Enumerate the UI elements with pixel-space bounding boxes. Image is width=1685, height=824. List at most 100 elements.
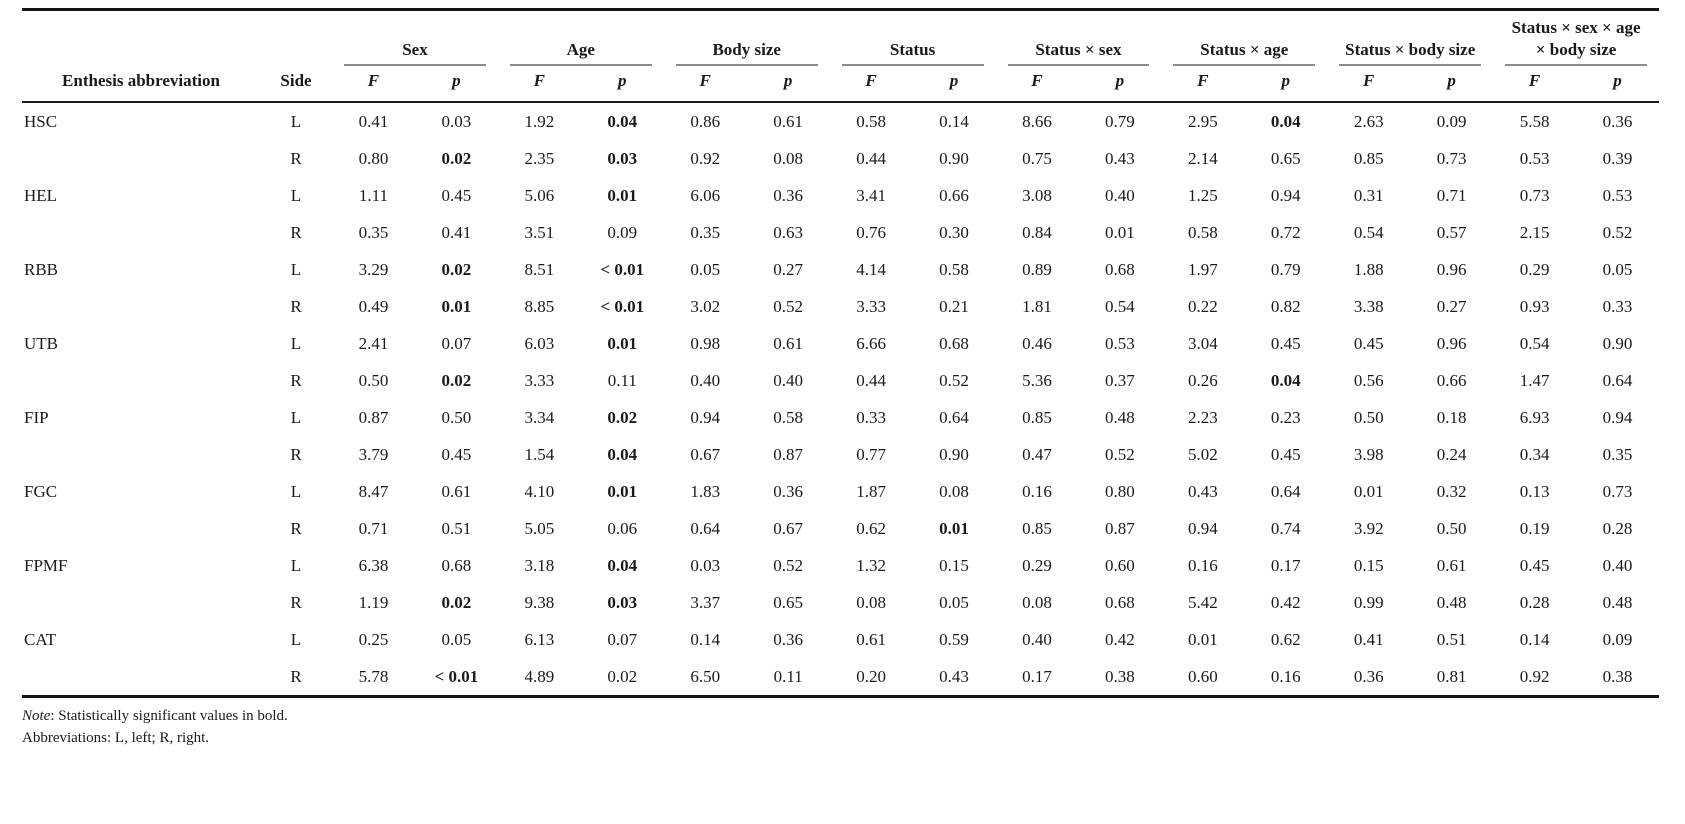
group-header-label: Age bbox=[566, 40, 595, 59]
p-value-cell: 0.06 bbox=[607, 518, 638, 538]
f-value-cell: 0.47 bbox=[1022, 444, 1052, 464]
f-value-cell: 6.06 bbox=[690, 185, 721, 205]
p-value-cell: 0.18 bbox=[1436, 407, 1467, 427]
p-value-cell: 0.27 bbox=[773, 259, 804, 279]
group-header-spacer bbox=[260, 10, 332, 67]
group-header-body-size: Body size bbox=[664, 10, 830, 66]
group-header-status-sex: Status × sex bbox=[996, 10, 1162, 66]
table-body: HSC L 0.41 0.03 1.92 0.04 0.86 0.61 0.58 0.14 8.66… bbox=[22, 102, 1659, 698]
f-value-cell: 1.25 bbox=[1187, 185, 1218, 205]
p-value-header: p bbox=[1078, 66, 1162, 103]
f-value-cell: 0.49 bbox=[358, 296, 389, 316]
f-value-cell: 0.44 bbox=[856, 148, 886, 168]
p-value-cell: 0.59 bbox=[939, 629, 969, 649]
side-cell: L bbox=[290, 259, 302, 279]
f-value-cell: 0.08 bbox=[856, 592, 886, 612]
p-value-cell: 0.17 bbox=[1270, 555, 1301, 575]
f-value-cell: 0.43 bbox=[1187, 481, 1218, 501]
p-value-cell: 0.52 bbox=[773, 555, 804, 575]
p-value-cell: 0.45 bbox=[441, 444, 472, 464]
f-value-cell: 0.53 bbox=[1519, 148, 1550, 168]
p-value-cell: 0.52 bbox=[773, 296, 804, 316]
f-value-cell: 0.26 bbox=[1187, 370, 1218, 390]
f-value-cell: 1.32 bbox=[856, 555, 886, 575]
note-text: : Statistically significant values in bo… bbox=[50, 708, 288, 724]
side-cell: L bbox=[290, 629, 302, 649]
p-value-cell: 0.64 bbox=[939, 407, 969, 427]
f-value-cell: 0.50 bbox=[358, 370, 389, 390]
f-value-cell: 2.41 bbox=[358, 333, 389, 353]
f-value-cell: 0.45 bbox=[1353, 333, 1384, 353]
f-value-cell: 3.98 bbox=[1353, 444, 1384, 464]
p-value-cell: 0.02 bbox=[441, 259, 472, 279]
f-value-cell: 0.40 bbox=[1022, 629, 1052, 649]
p-value-cell: 0.67 bbox=[773, 518, 804, 538]
f-value-cell: 5.78 bbox=[332, 658, 415, 698]
f-value-cell: 0.94 bbox=[690, 407, 721, 427]
f-value-cell: 3.04 bbox=[1187, 333, 1218, 353]
table-row: CAT L 0.25 0.05 6.13 0.07 0.14 0.36 0.61 0.59 0.40… bbox=[22, 621, 1659, 658]
p-value-cell: 0.57 bbox=[1436, 222, 1467, 242]
f-value-cell: 1.87 bbox=[856, 481, 886, 501]
f-value-cell: 0.31 bbox=[1353, 185, 1384, 205]
p-value-cell: 0.04 bbox=[1270, 111, 1301, 131]
table-header: Sex Age Body size Status Status × sex Status … bbox=[22, 10, 1659, 103]
table-row: R 3.79 0.45 1.54 0.04 0.67 0.87 0.77 0.90 0.47 0.5… bbox=[22, 436, 1659, 473]
f-value-cell: 0.85 bbox=[1022, 518, 1052, 538]
f-value-cell: 3.51 bbox=[524, 222, 555, 242]
f-value-cell: 3.79 bbox=[358, 444, 389, 464]
f-value-cell: 5.02 bbox=[1187, 444, 1218, 464]
p-value-cell: 0.07 bbox=[607, 629, 638, 649]
f-value-cell: 0.25 bbox=[358, 629, 389, 649]
p-value-cell: 0.30 bbox=[939, 222, 969, 242]
p-value-cell: 0.52 bbox=[1105, 444, 1135, 464]
f-value-cell: 2.95 bbox=[1187, 111, 1218, 131]
f-value-cell: 0.28 bbox=[1519, 592, 1550, 612]
f-value-cell: 0.89 bbox=[1022, 259, 1052, 279]
f-value-cell: 1.11 bbox=[358, 185, 389, 205]
f-statistic-header: F bbox=[663, 66, 747, 103]
p-value-cell: 0.04 bbox=[607, 111, 638, 131]
table-row: R 0.35 0.41 3.51 0.09 0.35 0.63 0.76 0.30 0.84 0.0… bbox=[22, 214, 1659, 251]
f-value-cell: 0.58 bbox=[856, 111, 886, 131]
p-value-cell: 0.61 bbox=[441, 481, 472, 501]
p-value-cell: 0.48 bbox=[1602, 592, 1633, 612]
f-value-cell: 9.38 bbox=[524, 592, 555, 612]
side-cell: R bbox=[290, 444, 302, 464]
p-value-cell: 0.79 bbox=[1270, 259, 1301, 279]
p-value-cell: 0.66 bbox=[1436, 370, 1467, 390]
side-cell: R bbox=[290, 592, 302, 612]
f-value-cell: 0.60 bbox=[1161, 658, 1245, 698]
f-value-cell: 1.54 bbox=[524, 444, 555, 464]
f-value-cell: 0.87 bbox=[358, 407, 389, 427]
p-value-cell: 0.05 bbox=[939, 592, 969, 612]
f-value-cell: 0.40 bbox=[690, 370, 721, 390]
p-value-cell: 0.68 bbox=[1105, 259, 1135, 279]
f-value-cell: 8.47 bbox=[358, 481, 389, 501]
f-value-cell: 8.85 bbox=[524, 296, 555, 316]
abbreviations-note: Abbreviations: L, left; R, right. bbox=[22, 730, 210, 746]
p-value-cell: 0.14 bbox=[939, 111, 969, 131]
side-cell: L bbox=[290, 111, 302, 131]
p-value-cell: 0.21 bbox=[939, 296, 969, 316]
f-value-cell: 0.29 bbox=[1519, 259, 1550, 279]
p-value-header: p bbox=[1576, 66, 1659, 103]
table-row: UTB L 2.41 0.07 6.03 0.01 0.98 0.61 6.66 0.68 0.46… bbox=[22, 325, 1659, 362]
p-value-cell: 0.96 bbox=[1436, 333, 1467, 353]
f-value-cell: 4.14 bbox=[856, 259, 886, 279]
p-value-cell: 0.01 bbox=[607, 185, 638, 205]
group-header-label: Status × age bbox=[1200, 40, 1289, 59]
group-header-age: Age bbox=[498, 10, 664, 66]
p-value-cell: 0.68 bbox=[1105, 592, 1135, 612]
p-value-cell: 0.01 bbox=[1105, 222, 1135, 242]
f-value-cell: 0.05 bbox=[690, 259, 721, 279]
f-value-cell: 0.46 bbox=[1022, 333, 1052, 353]
p-value-cell: 0.51 bbox=[441, 518, 472, 538]
p-value-cell: 0.04 bbox=[607, 444, 638, 464]
group-header-sex: Sex bbox=[332, 10, 498, 66]
significance-note: Note: Statistically significant values i… bbox=[22, 705, 1659, 727]
p-value-cell: 0.54 bbox=[1105, 296, 1135, 316]
f-value-cell: 0.85 bbox=[1353, 148, 1384, 168]
f-value-cell: 6.93 bbox=[1519, 407, 1550, 427]
enthesis-cell: FGC bbox=[24, 481, 58, 501]
